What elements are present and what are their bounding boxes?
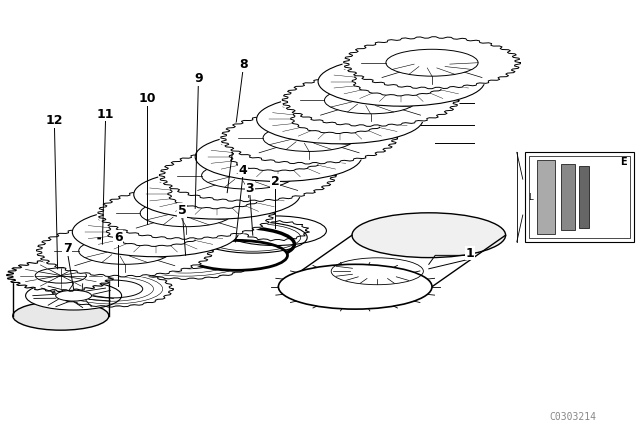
Polygon shape [6,259,115,292]
Polygon shape [159,150,336,202]
Ellipse shape [220,112,399,164]
Ellipse shape [13,302,109,330]
Text: 11: 11 [97,108,115,121]
Text: C0303214: C0303214 [549,412,596,422]
Ellipse shape [352,213,506,258]
Text: 6: 6 [114,231,123,244]
Ellipse shape [278,264,432,309]
Bar [529,156,630,238]
Ellipse shape [281,74,460,127]
Ellipse shape [342,36,522,89]
Ellipse shape [257,95,423,144]
Ellipse shape [26,281,122,310]
Ellipse shape [35,224,214,277]
Bar [525,152,634,242]
Text: 8: 8 [239,58,248,72]
Text: L: L [528,193,532,202]
Text: 7: 7 [63,242,72,255]
Text: 5: 5 [178,204,187,217]
Text: 10: 10 [138,92,156,105]
Ellipse shape [195,132,362,181]
Polygon shape [98,187,275,239]
Bar [579,166,589,228]
Text: 4: 4 [239,164,248,177]
Ellipse shape [56,290,92,301]
Polygon shape [344,37,520,89]
Text: 1: 1 [466,246,475,260]
Ellipse shape [54,272,170,306]
Ellipse shape [158,149,337,202]
Ellipse shape [186,241,287,270]
Ellipse shape [97,187,276,240]
Ellipse shape [115,237,256,278]
Bar [537,160,555,234]
Ellipse shape [72,207,239,257]
Polygon shape [36,225,213,277]
Polygon shape [51,271,173,307]
Text: 2: 2 [271,175,280,188]
Ellipse shape [318,57,484,106]
Text: 3: 3 [245,181,254,195]
Polygon shape [221,112,397,164]
Bar [561,164,575,230]
Polygon shape [111,236,260,280]
Text: E: E [620,157,627,167]
Text: 9: 9 [194,72,203,85]
Polygon shape [282,74,459,126]
Text: 12: 12 [45,114,63,128]
Ellipse shape [134,170,300,219]
